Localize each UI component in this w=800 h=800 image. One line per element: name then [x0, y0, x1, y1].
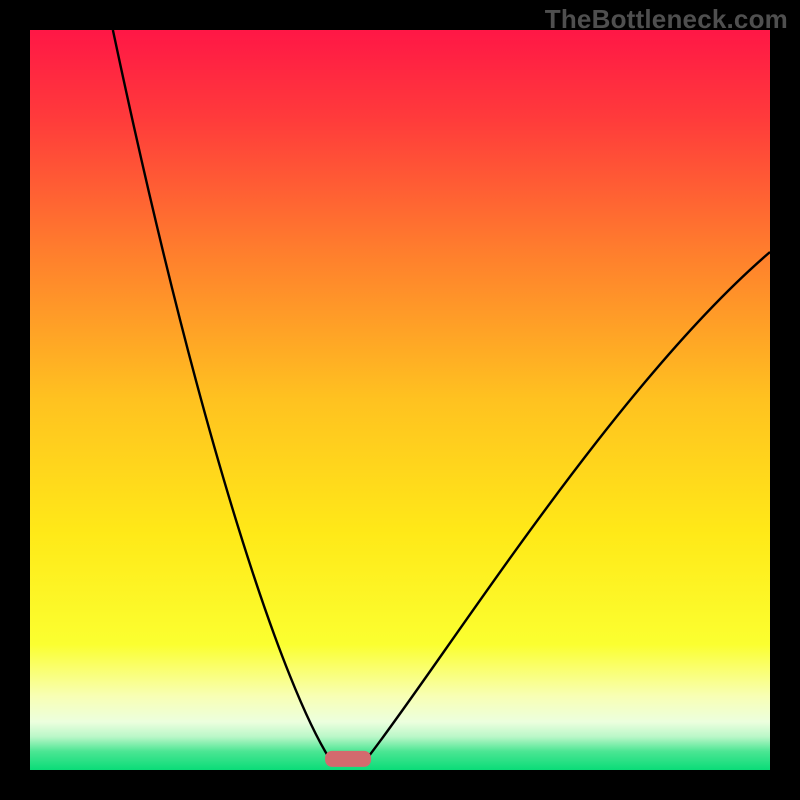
bottleneck-curves [30, 30, 770, 770]
curve-left [113, 30, 330, 759]
bottleneck-marker [325, 751, 371, 767]
chart-root: { "canvas": { "width": 800, "height": 80… [0, 0, 800, 800]
plot-area [30, 30, 770, 770]
curve-right [367, 252, 770, 759]
